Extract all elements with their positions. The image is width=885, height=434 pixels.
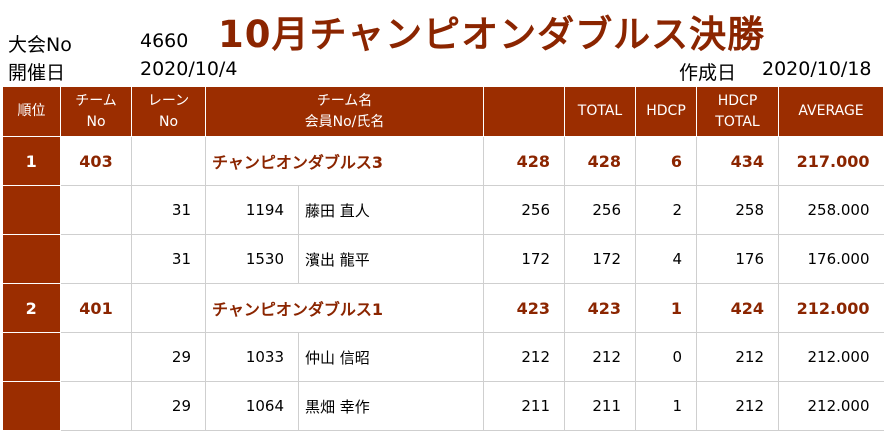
member-row: 31 1194 藤田 直人 256 256 2 258 258.000 — [2, 185, 884, 235]
total-cell: 428 — [564, 136, 637, 186]
member-no-cell: 1194 — [205, 185, 299, 235]
col-name: チーム名 会員No/氏名 — [204, 86, 485, 137]
team-no-cell: 401 — [60, 283, 132, 333]
member-name-cell: 濱出 龍平 — [298, 234, 485, 284]
total-cell: 212 — [564, 332, 637, 382]
hdcp-cell: 1 — [635, 283, 698, 333]
total-cell: 172 — [564, 234, 637, 284]
score-cell: 256 — [483, 185, 566, 235]
hdcp-total-cell: 424 — [696, 283, 780, 333]
team-name-cell: チャンピオンダブルス1 — [205, 283, 485, 333]
score-cell: 428 — [483, 136, 566, 186]
hdcp-total-cell: 434 — [696, 136, 780, 186]
average-cell: 212.000 — [778, 332, 884, 382]
col-hdcp-total: HDCP TOTAL — [696, 86, 780, 137]
member-row: 29 1064 黒畑 幸作 211 211 1 212 212.000 — [2, 381, 884, 431]
member-row: 29 1033 仲山 信昭 212 212 0 212 212.000 — [2, 332, 884, 382]
score-cell: 211 — [483, 381, 566, 431]
rank-cell: 2 — [2, 283, 61, 333]
rank-cell — [2, 381, 61, 431]
hdcp-total-cell: 212 — [696, 332, 780, 382]
page-title: 10月チャンピオンダブルス決勝 — [218, 13, 766, 56]
member-row: 31 1530 濱出 龍平 172 172 4 176 176.000 — [2, 234, 884, 284]
member-no-cell: 1064 — [205, 381, 299, 431]
date-value: 2020/10/4 — [140, 58, 238, 80]
rank-cell — [2, 332, 61, 382]
lane-cell: 29 — [131, 332, 206, 382]
total-cell: 423 — [564, 283, 637, 333]
col-total: TOTAL — [564, 86, 637, 137]
hdcp-cell: 1 — [635, 381, 698, 431]
score-cell: 212 — [483, 332, 566, 382]
results-table: 順位 チーム No レーン No チーム名 会員No/氏名 TOTAL HDCP HD… — [2, 86, 885, 431]
average-cell: 212.000 — [778, 283, 884, 333]
average-cell: 258.000 — [778, 185, 884, 235]
col-blank — [483, 86, 566, 137]
member-no-cell: 1033 — [205, 332, 299, 382]
member-name-cell: 藤田 直人 — [298, 185, 485, 235]
team-no-cell: 403 — [60, 136, 132, 186]
col-lane-no: レーン No — [131, 86, 206, 137]
rank-cell: 1 — [2, 136, 61, 186]
hdcp-cell: 2 — [635, 185, 698, 235]
rank-cell — [2, 185, 61, 235]
hdcp-total-cell: 212 — [696, 381, 780, 431]
date-label: 開催日 — [8, 62, 66, 84]
created-date-value: 2020/10/18 — [762, 58, 872, 80]
member-name-cell: 黒畑 幸作 — [298, 381, 485, 431]
total-cell: 256 — [564, 185, 637, 235]
member-name-cell: 仲山 信昭 — [298, 332, 485, 382]
lane-cell: 29 — [131, 381, 206, 431]
col-hdcp: HDCP — [635, 86, 698, 137]
average-cell: 217.000 — [778, 136, 884, 186]
hdcp-cell: 4 — [635, 234, 698, 284]
team-row: 2 401 チャンピオンダブルス1 423 423 1 424 212.000 — [2, 283, 884, 333]
team-name-cell: チャンピオンダブルス3 — [205, 136, 485, 186]
hdcp-total-cell: 176 — [696, 234, 780, 284]
team-row: 1 403 チャンピオンダブルス3 428 428 6 434 217.000 — [2, 136, 884, 186]
created-date-label: 作成日 — [679, 62, 737, 84]
hdcp-total-cell: 258 — [696, 185, 780, 235]
member-no-cell: 1530 — [205, 234, 299, 284]
col-team-no: チーム No — [60, 86, 132, 137]
table-header-row: 順位 チーム No レーン No チーム名 会員No/氏名 TOTAL HDCP HD… — [2, 86, 885, 137]
lane-cell: 31 — [131, 185, 206, 235]
hdcp-cell: 6 — [635, 136, 698, 186]
rank-cell — [2, 234, 61, 284]
score-cell: 172 — [483, 234, 566, 284]
tournament-no-value: 4660 — [140, 30, 189, 52]
col-average: AVERAGE — [778, 86, 885, 137]
lane-cell: 31 — [131, 234, 206, 284]
score-cell: 423 — [483, 283, 566, 333]
lane-cell — [131, 283, 206, 333]
lane-cell — [131, 136, 206, 186]
team-no-cell — [60, 381, 132, 431]
average-cell: 212.000 — [778, 381, 884, 431]
hdcp-cell: 0 — [635, 332, 698, 382]
team-no-cell — [60, 332, 132, 382]
total-cell: 211 — [564, 381, 637, 431]
col-rank: 順位 — [2, 86, 61, 137]
average-cell: 176.000 — [778, 234, 884, 284]
tournament-no-label: 大会No — [8, 34, 72, 56]
team-no-cell — [60, 234, 132, 284]
team-no-cell — [60, 185, 132, 235]
